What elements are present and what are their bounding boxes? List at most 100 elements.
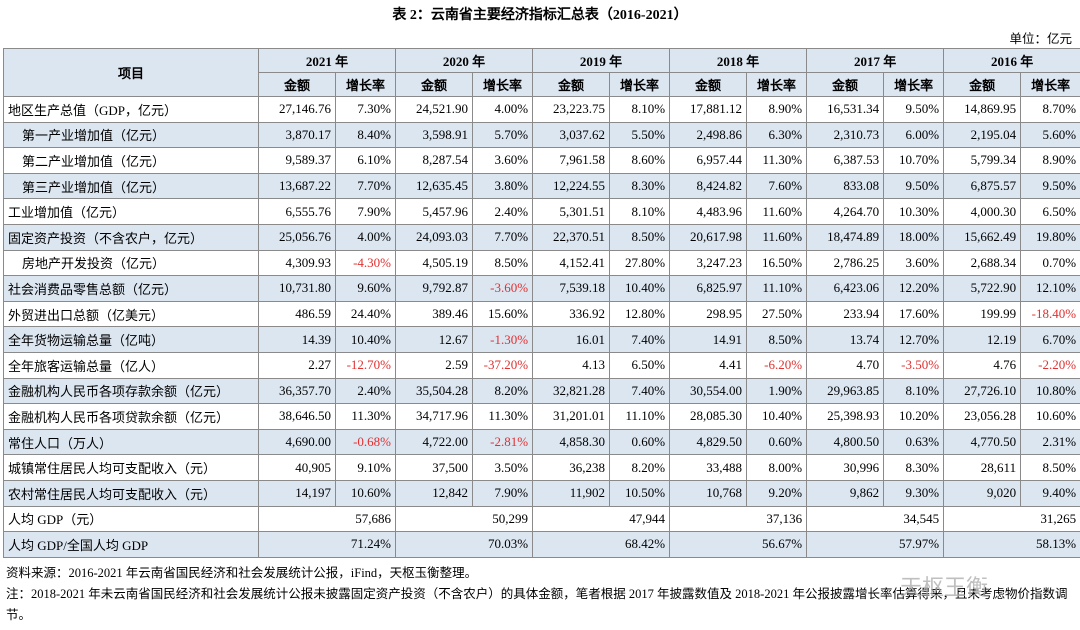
rate-cell: 8.40% xyxy=(334,121,397,149)
table-row: 全年旅客运输总量（亿人） 2.27 -12.70% 2.59 -37.20% 4.13 6.… xyxy=(3,351,1080,379)
item-header: 项目 xyxy=(3,48,259,97)
rate-cell: 8.50% xyxy=(1020,454,1080,481)
amount-cell: 389.46 xyxy=(395,300,474,328)
rate-cell: 8.70% xyxy=(1020,96,1080,123)
rate-cell: -0.68% xyxy=(334,428,397,456)
amount-cell: 4,800.50 xyxy=(806,428,885,456)
amount-cell: 15,662.49 xyxy=(943,223,1022,251)
rate-cell: 11.10% xyxy=(609,403,671,430)
amount-cell: 4,722.00 xyxy=(395,428,474,456)
rate-cell: 12.80% xyxy=(609,300,671,328)
amount-cell: 6,423.06 xyxy=(806,275,885,302)
amount-cell: 199.99 xyxy=(943,300,1022,328)
rate-cell: 7.90% xyxy=(334,198,397,225)
rate-cell: 11.30% xyxy=(334,403,397,430)
amount-cell: 9,792.87 xyxy=(395,275,474,302)
amount-cell: 9,589.37 xyxy=(258,147,336,174)
table-row: 城镇常住居民人均可支配收入（元） 40,905 9.10% 37,500 3.50% 36… xyxy=(3,454,1080,481)
rate-cell: 8.90% xyxy=(746,96,808,123)
amount-cell: 31,201.01 xyxy=(532,403,611,430)
rate-cell: 10.40% xyxy=(746,403,808,430)
sub-header: 金额 xyxy=(532,72,611,97)
rate-cell: 2.31% xyxy=(1020,428,1080,456)
amount-cell: 30,996 xyxy=(806,454,885,481)
rate-cell: -3.50% xyxy=(883,351,945,379)
rate-cell: 8.90% xyxy=(1020,147,1080,174)
table-row: 人均 GDP（元） 57,686 50,299 47,944 37,136 34,545 3… xyxy=(3,505,1080,533)
rate-cell: 11.30% xyxy=(472,403,534,430)
amount-cell: 20,617.98 xyxy=(669,223,748,251)
rate-cell: 9.10% xyxy=(334,454,397,481)
rate-cell: 10.60% xyxy=(334,479,397,507)
rate-cell: 10.40% xyxy=(609,275,671,302)
amount-cell: 4,264.70 xyxy=(806,198,885,225)
amount-cell: 4,483.96 xyxy=(669,198,748,225)
amount-cell: 13.74 xyxy=(806,326,885,353)
rate-cell: 5.70% xyxy=(472,121,534,149)
year-header: 2020 年 xyxy=(395,48,534,73)
amount-cell: 2,195.04 xyxy=(943,121,1022,149)
amount-cell: 2,310.73 xyxy=(806,121,885,149)
amount-cell: 336.92 xyxy=(532,300,611,328)
amount-cell: 33,488 xyxy=(669,454,748,481)
amount-cell: 2.27 xyxy=(258,351,336,379)
sub-header: 金额 xyxy=(806,72,885,97)
table-row: 全年货物运输总量（亿吨） 14.39 10.40% 12.67 -1.30% 16.01 7… xyxy=(3,326,1080,353)
table-row: 地区生产总值（GDP，亿元） 27,146.76 7.30% 24,521.90 4.0… xyxy=(3,96,1080,123)
note: 资料来源：2016-2021 年云南省国民经济和社会发展统计公报，iFind，天… xyxy=(6,566,478,580)
amount-cell: 36,238 xyxy=(532,454,611,481)
amount-cell: 12.67 xyxy=(395,326,474,353)
rate-cell: 7.70% xyxy=(334,172,397,200)
year-header: 2016 年 xyxy=(943,48,1080,73)
amount-cell: 4,505.19 xyxy=(395,249,474,277)
rate-cell: 8.50% xyxy=(472,249,534,277)
amount-cell: 5,722.90 xyxy=(943,275,1022,302)
table-row: 金融机构人民币各项贷款余额（亿元） 38,646.50 11.30% 34,717.9… xyxy=(3,403,1080,430)
amount-cell: 486.59 xyxy=(258,300,336,328)
row-label: 地区生产总值（GDP，亿元） xyxy=(3,96,259,123)
amount-cell: 7,539.18 xyxy=(532,275,611,302)
table-row: 工业增加值（亿元） 6,555.76 7.90% 5,457.96 2.40% 5,301… xyxy=(3,198,1080,225)
rate-cell: 6.10% xyxy=(334,147,397,174)
amount-cell: 2,786.25 xyxy=(806,249,885,277)
rate-cell: 8.50% xyxy=(746,326,808,353)
amount-cell: 28,611 xyxy=(943,454,1022,481)
rate-cell: 15.60% xyxy=(472,300,534,328)
rate-cell: 12.20% xyxy=(883,275,945,302)
amount-cell: 12,224.55 xyxy=(532,172,611,200)
amount-cell: 4,770.50 xyxy=(943,428,1022,456)
note: 注：2018-2021 年未云南省国民经济和社会发展统计公报未披露固定资产投资（… xyxy=(6,587,1068,622)
rate-cell: 2.40% xyxy=(334,377,397,405)
notes: 资料来源：2016-2021 年云南省国民经济和社会发展统计公报，iFind，天… xyxy=(6,563,1074,626)
table-row: 农村常住居民人均可支配收入（元） 14,197 10.60% 12,842 7.90% 1… xyxy=(3,479,1080,507)
rate-cell: -2.81% xyxy=(472,428,534,456)
rate-cell: 9.50% xyxy=(883,172,945,200)
amount-cell: 24,093.03 xyxy=(395,223,474,251)
sub-header: 增长率 xyxy=(472,72,534,97)
rate-cell: 0.60% xyxy=(746,428,808,456)
rate-cell: 9.50% xyxy=(883,96,945,123)
sub-header: 增长率 xyxy=(609,72,671,97)
amount-cell: 34,717.96 xyxy=(395,403,474,430)
rate-cell: -3.60% xyxy=(472,275,534,302)
rate-cell: 7.40% xyxy=(609,377,671,405)
amount-cell: 17,881.12 xyxy=(669,96,748,123)
amount-cell: 3,037.62 xyxy=(532,121,611,149)
rate-cell: 10.50% xyxy=(609,479,671,507)
table-row: 房地产开发投资（亿元） 4,309.93 -4.30% 4,505.19 8.50% 4,… xyxy=(3,249,1080,277)
merged-cell: 58.13% xyxy=(943,531,1080,558)
row-label: 人均 GDP（元） xyxy=(3,505,259,533)
rate-cell: 8.30% xyxy=(883,454,945,481)
amount-cell: 233.94 xyxy=(806,300,885,328)
amount-cell: 6,387.53 xyxy=(806,147,885,174)
rate-cell: 3.60% xyxy=(883,249,945,277)
rate-cell: 11.30% xyxy=(746,147,808,174)
sub-header: 增长率 xyxy=(883,72,945,97)
row-label: 外贸进出口总额（亿美元） xyxy=(3,300,259,328)
rate-cell: -6.20% xyxy=(746,351,808,379)
amount-cell: 23,223.75 xyxy=(532,96,611,123)
rate-cell: 9.20% xyxy=(746,479,808,507)
rate-cell: 19.80% xyxy=(1020,223,1080,251)
watermark: 天枢玉衡 xyxy=(900,575,989,600)
row-label: 社会消费品零售总额（亿元） xyxy=(3,275,259,302)
